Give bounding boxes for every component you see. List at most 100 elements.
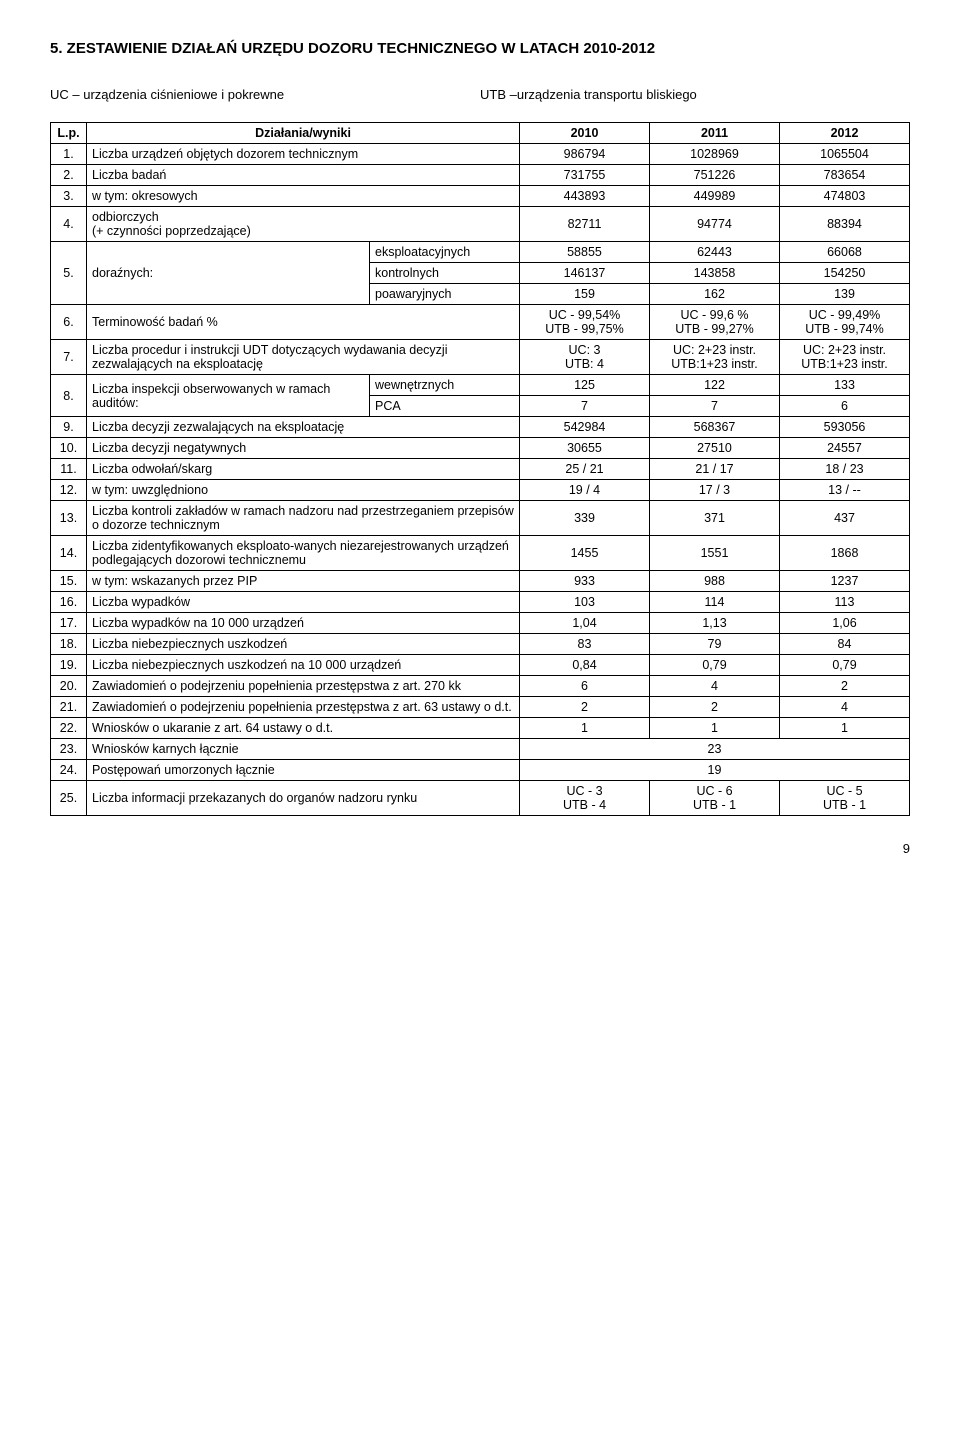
cell-lp: 6. [51,305,87,340]
cell-lp: 1. [51,144,87,165]
header-desc: Działania/wyniki [87,123,520,144]
cell-2010: 83 [520,634,650,655]
table-row: 16. Liczba wypadków 103 114 113 [51,592,910,613]
cell-2012: 133 [780,375,910,396]
table-row: 8. Liczba inspekcji obserwowanych w rama… [51,375,910,396]
cell-2010: 1,04 [520,613,650,634]
table-row: 10. Liczba decyzji negatywnych 30655 275… [51,438,910,459]
cell-2010: 30655 [520,438,650,459]
cell-2011: 988 [650,571,780,592]
cell-2012: 1065504 [780,144,910,165]
cell-2011: 0,79 [650,655,780,676]
cell-desc: Liczba odwołań/skarg [87,459,520,480]
cell-lp: 5. [51,242,87,305]
cell-lp: 20. [51,676,87,697]
cell-2011: 21 / 17 [650,459,780,480]
cell-desc: Liczba wypadków na 10 000 urządzeń [87,613,520,634]
table-row: 7. Liczba procedur i instrukcji UDT doty… [51,340,910,375]
cell-2011: 1,13 [650,613,780,634]
page-number: 9 [50,841,910,856]
table-row: 3. w tym: okresowych 443893 449989 47480… [51,186,910,207]
cell-2011: 143858 [650,263,780,284]
cell-2010: 25 / 21 [520,459,650,480]
cell-lp: 8. [51,375,87,417]
section-title: 5. ZESTAWIENIE DZIAŁAŃ URZĘDU DOZORU TEC… [50,40,910,57]
cell-2012: 593056 [780,417,910,438]
cell-2011: 449989 [650,186,780,207]
cell-desc: Liczba procedur i instrukcji UDT dotyczą… [87,340,520,375]
table-row: 4. odbiorczych (+ czynności poprzedzając… [51,207,910,242]
cell-2011: UC - 99,6 % UTB - 99,27% [650,305,780,340]
cell-lp: 11. [51,459,87,480]
cell-desc: Liczba informacji przekazanych do organó… [87,781,520,816]
cell-sub: wewnętrznych [370,375,520,396]
cell-desc: Liczba kontroli zakładów w ramach nadzor… [87,501,520,536]
cell-2011: 371 [650,501,780,536]
cell-2011: 2 [650,697,780,718]
table-row: 20. Zawiadomień o podejrzeniu popełnieni… [51,676,910,697]
table-row: 25. Liczba informacji przekazanych do or… [51,781,910,816]
cell-lp: 22. [51,718,87,739]
cell-lp: 14. [51,536,87,571]
cell-desc: Liczba zidentyfikowanych eksploato-wanyc… [87,536,520,571]
cell-lp: 3. [51,186,87,207]
cell-2012: 437 [780,501,910,536]
cell-2011: 122 [650,375,780,396]
cell-2011: UC: 2+23 instr. UTB:1+23 instr. [650,340,780,375]
table-row: 1. Liczba urządzeń objętych dozorem tech… [51,144,910,165]
table-row: 15. w tym: wskazanych przez PIP 933 988 … [51,571,910,592]
cell-desc: Liczba urządzeń objętych dozorem technic… [87,144,520,165]
cell-desc: w tym: uwzględniono [87,480,520,501]
cell-desc: Liczba niebezpiecznych uszkodzeń na 10 0… [87,655,520,676]
cell-2012: 1868 [780,536,910,571]
cell-lp: 21. [51,697,87,718]
cell-2012: 84 [780,634,910,655]
table-row: 13. Liczba kontroli zakładów w ramach na… [51,501,910,536]
table-row: 2. Liczba badań 731755 751226 783654 [51,165,910,186]
cell-desc: Zawiadomień o podejrzeniu popełnienia pr… [87,676,520,697]
cell-2010: UC - 99,54% UTB - 99,75% [520,305,650,340]
cell-sub: eksploatacyjnych [370,242,520,263]
cell-2012: 474803 [780,186,910,207]
cell-sub: poawaryjnych [370,284,520,305]
cell-2010: 2 [520,697,650,718]
cell-2012: 783654 [780,165,910,186]
cell-2010: 6 [520,676,650,697]
cell-2011: 568367 [650,417,780,438]
cell-2011: 7 [650,396,780,417]
cell-desc: Wniosków karnych łącznie [87,739,520,760]
cell-desc: Liczba niebezpiecznych uszkodzeń [87,634,520,655]
cell-merged: 23 [520,739,910,760]
cell-2010: 159 [520,284,650,305]
legend-utb: UTB –urządzenia transportu bliskiego [480,87,910,102]
cell-2011: 751226 [650,165,780,186]
table-row: 11. Liczba odwołań/skarg 25 / 21 21 / 17… [51,459,910,480]
cell-2010: 82711 [520,207,650,242]
cell-desc: Postępowań umorzonych łącznie [87,760,520,781]
cell-2012: 1237 [780,571,910,592]
table-row: 19. Liczba niebezpiecznych uszkodzeń na … [51,655,910,676]
cell-2012: 18 / 23 [780,459,910,480]
cell-2010: 339 [520,501,650,536]
cell-2012: 4 [780,697,910,718]
cell-lp: 10. [51,438,87,459]
cell-desc: Zawiadomień o podejrzeniu popełnienia pr… [87,697,520,718]
table-row: 21. Zawiadomień o podejrzeniu popełnieni… [51,697,910,718]
cell-lp: 9. [51,417,87,438]
cell-lp: 17. [51,613,87,634]
cell-2010: 7 [520,396,650,417]
table-row: 5. doraźnych: eksploatacyjnych 58855 624… [51,242,910,263]
header-2011: 2011 [650,123,780,144]
data-table: L.p. Działania/wyniki 2010 2011 2012 1. … [50,122,910,816]
cell-2010: 58855 [520,242,650,263]
cell-2010: 146137 [520,263,650,284]
cell-2010: 19 / 4 [520,480,650,501]
table-row: 6. Terminowość badań % UC - 99,54% UTB -… [51,305,910,340]
cell-2012: 1,06 [780,613,910,634]
cell-2011: 114 [650,592,780,613]
table-row: 18. Liczba niebezpiecznych uszkodzeń 83 … [51,634,910,655]
cell-2012: UC: 2+23 instr. UTB:1+23 instr. [780,340,910,375]
cell-2011: 62443 [650,242,780,263]
cell-desc: Liczba wypadków [87,592,520,613]
cell-lp: 16. [51,592,87,613]
